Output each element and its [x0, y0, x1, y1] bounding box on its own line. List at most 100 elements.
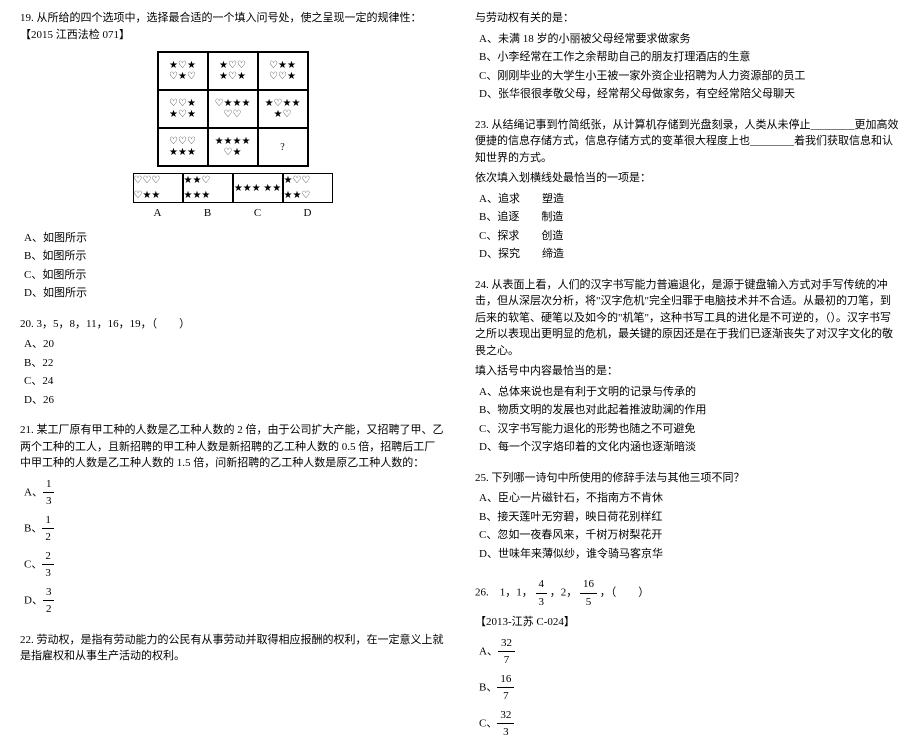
denominator: 2 — [43, 601, 55, 618]
answer-cell: ★♡♡ ★★♡ — [283, 173, 333, 203]
question-23: 23. 从结绳记事到竹简纸张，从计算机存储到光盘刻录，人类从未停止_______… — [475, 117, 900, 265]
q22-options: A、未满 18 岁的小丽被父母经常要求做家务 B、小李经常在工作之余帮助自己的朋… — [479, 31, 900, 103]
grid-cell: ♡♡★ ★♡★ — [158, 90, 208, 128]
denominator: 3 — [536, 594, 548, 611]
question-22: 22. 劳动权，是指有劳动能力的公民有从事劳动并取得相应报酬的权利，在一定意义上… — [20, 632, 445, 669]
option: A、未满 18 岁的小丽被父母经常要求做家务 — [479, 31, 900, 48]
q23-text: 23. 从结绳记事到竹简纸张，从计算机存储到光盘刻录，人类从未停止_______… — [475, 117, 900, 167]
question-26: 26. 1，1， 43 ，2， 165 ，（ ） 【2013-江苏 C-024】… — [475, 576, 900, 743]
option: B、12 — [24, 512, 445, 546]
option: D、26 — [24, 392, 445, 409]
denominator: 7 — [498, 652, 515, 669]
opt-label: C、 — [479, 717, 497, 729]
denominator: 3 — [43, 493, 55, 510]
numerator: 16 — [497, 671, 514, 689]
grid-cell: ♡★★★ ♡♡ — [208, 90, 258, 128]
fraction: 23 — [42, 548, 54, 582]
numerator: 3 — [43, 584, 55, 602]
option: A、臣心一片磁针石，不指南方不肯休 — [479, 490, 900, 507]
option: C、忽如一夜春风来，千树万树梨花开 — [479, 527, 900, 544]
fraction: 165 — [580, 576, 597, 610]
numerator: 32 — [497, 707, 514, 725]
option: B、22 — [24, 355, 445, 372]
q26-options: A、327 B、167 C、323 — [479, 635, 900, 741]
label: D — [283, 205, 333, 222]
q19-answers: ♡♡♡ ♡★★ ★★♡ ★★★ ★★★ ★★ ★♡♡ ★★♡ — [133, 173, 333, 203]
right-column: 与劳动权有关的是： A、未满 18 岁的小丽被父母经常要求做家务 B、小李经常在… — [475, 10, 900, 641]
fraction: 13 — [43, 476, 55, 510]
option: C、探求 创造 — [479, 228, 900, 245]
fraction: 12 — [42, 512, 54, 546]
q24-text: 24. 从表面上看，人们的汉字书写能力普遍退化，是源于键盘输入方式对手写传统的冲… — [475, 277, 900, 360]
q20-options: A、20 B、22 C、24 D、26 — [24, 336, 445, 408]
q19-labels: A B C D — [133, 205, 333, 222]
seq-mid: ，2， — [550, 587, 578, 599]
option: A、13 — [24, 476, 445, 510]
option: B、小李经常在工作之余帮助自己的朋友打理酒店的生意 — [479, 49, 900, 66]
option: A、如图所示 — [24, 230, 445, 247]
denominator: 3 — [497, 724, 514, 741]
numerator: 1 — [42, 512, 54, 530]
option: C、如图所示 — [24, 267, 445, 284]
numerator: 32 — [498, 635, 515, 653]
q24-options: A、总体来说也是有利于文明的记录与传承的 B、物质文明的发展也对此起着推波助澜的… — [479, 384, 900, 456]
label: B — [183, 205, 233, 222]
q20-text: 20. 3，5，8，11，16，19，（ ） — [20, 316, 445, 333]
fraction: 323 — [497, 707, 514, 741]
q22-text: 22. 劳动权，是指有劳动能力的公民有从事劳动并取得相应报酬的权利，在一定意义上… — [20, 632, 445, 665]
option: C、323 — [479, 707, 900, 741]
grid-cell: ♡★★ ♡♡★ — [258, 52, 308, 90]
opt-label: C、 — [24, 558, 42, 570]
option: A、327 — [479, 635, 900, 669]
opt-label: B、 — [24, 522, 42, 534]
q19-options: A、如图所示 B、如图所示 C、如图所示 D、如图所示 — [24, 230, 445, 302]
seq-prefix: 26. 1，1， — [475, 587, 533, 599]
option: D、如图所示 — [24, 285, 445, 302]
numerator: 2 — [42, 548, 54, 566]
option: D、每一个汉字烙印着的文化内涵也逐渐暗淡 — [479, 439, 900, 456]
option: B、接天莲叶无穷碧，映日荷花别样红 — [479, 509, 900, 526]
grid-cell: ★♡★ ♡★♡ — [158, 52, 208, 90]
option: A、追求 塑造 — [479, 191, 900, 208]
q25-options: A、臣心一片磁针石，不指南方不肯休 B、接天莲叶无穷碧，映日荷花别样红 C、忽如… — [479, 490, 900, 562]
q19-text: 19. 从所给的四个选项中，选择最合适的一个填入问号处，使之呈现一定的规律性：【… — [20, 10, 445, 43]
option: B、如图所示 — [24, 248, 445, 265]
option: B、167 — [479, 671, 900, 705]
option: C、刚刚毕业的大学生小王被一家外资企业招聘为人力资源部的员工 — [479, 68, 900, 85]
denominator: 7 — [497, 688, 514, 705]
q24-sub: 填入括号中内容最恰当的是： — [475, 363, 900, 380]
fraction: 167 — [497, 671, 514, 705]
option: D、32 — [24, 584, 445, 618]
q21-options: A、13 B、12 C、23 D、32 — [24, 476, 445, 618]
grid-cell: ★♡♡ ★♡★ — [208, 52, 258, 90]
question-21: 21. 某工厂原有甲工种的人数是乙工种人数的 2 倍，由于公司扩大产能，又招聘了… — [20, 422, 445, 620]
label: A — [133, 205, 183, 222]
left-column: 19. 从所给的四个选项中，选择最合适的一个填入问号处，使之呈现一定的规律性：【… — [20, 10, 445, 641]
numerator: 1 — [43, 476, 55, 494]
question-20: 20. 3，5，8，11，16，19，（ ） A、20 B、22 C、24 D、… — [20, 316, 445, 411]
option: A、总体来说也是有利于文明的记录与传承的 — [479, 384, 900, 401]
question-24: 24. 从表面上看，人们的汉字书写能力普遍退化，是源于键盘输入方式对手写传统的冲… — [475, 277, 900, 458]
opt-label: A、 — [479, 645, 498, 657]
denominator: 2 — [42, 529, 54, 546]
question-25: 25. 下列哪一诗句中所使用的修辞手法与其他三项不同？ A、臣心一片磁针石，不指… — [475, 470, 900, 565]
answer-cell: ♡♡♡ ♡★★ — [133, 173, 183, 203]
seq-suffix: ，（ ） — [600, 587, 650, 599]
opt-label: B、 — [479, 681, 497, 693]
q19-grid: ★♡★ ♡★♡ ★♡♡ ★♡★ ♡★★ ♡♡★ ♡♡★ ★♡★ ♡★★★ ♡♡ … — [157, 51, 309, 167]
grid-cell: ♡♡♡ ★★★ — [158, 128, 208, 166]
denominator: 5 — [580, 594, 597, 611]
question-19: 19. 从所给的四个选项中，选择最合适的一个填入问号处，使之呈现一定的规律性：【… — [20, 10, 445, 304]
answer-cell: ★★♡ ★★★ — [183, 173, 233, 203]
q26-text: 26. 1，1， 43 ，2， 165 ，（ ） — [475, 576, 900, 610]
denominator: 3 — [42, 565, 54, 582]
answer-cell: ★★★ ★★ — [233, 173, 283, 203]
option: D、张华很很孝敬父母，经常帮父母做家务，有空经常陪父母聊天 — [479, 86, 900, 103]
grid-cell: ? — [258, 128, 308, 166]
opt-label: D、 — [24, 594, 43, 606]
q26-note: 【2013-江苏 C-024】 — [475, 614, 900, 631]
option: C、23 — [24, 548, 445, 582]
q23-sub: 依次填入划横线处最恰当的一项是： — [475, 170, 900, 187]
option: C、汉字书写能力退化的形势也随之不可避免 — [479, 421, 900, 438]
question-22-cont: 与劳动权有关的是： A、未满 18 岁的小丽被父母经常要求做家务 B、小李经常在… — [475, 10, 900, 105]
